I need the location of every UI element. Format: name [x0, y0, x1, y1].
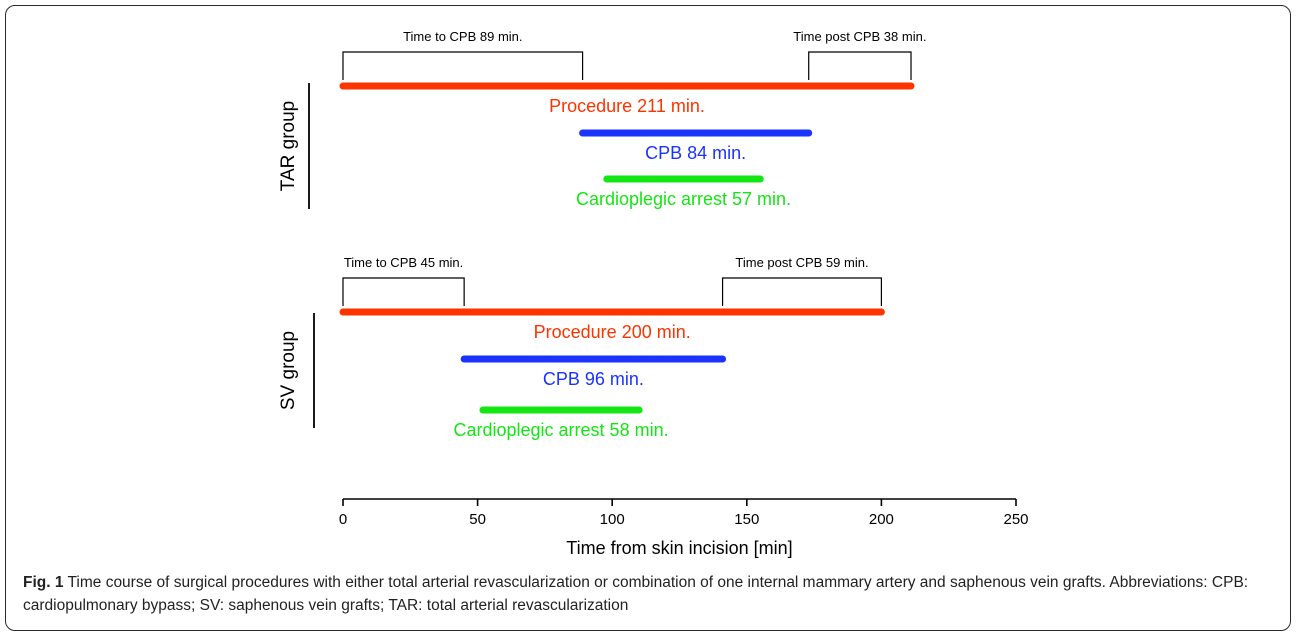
figure-label: Fig. 1 — [23, 574, 64, 591]
duration-bracket — [342, 51, 584, 80]
x-tick-label: 0 — [339, 511, 347, 528]
x-tick-label: 100 — [600, 511, 625, 528]
bar-label: CPB 84 min. — [645, 143, 746, 163]
figure-frame: 0 50 100 150 200 250 Time from skin incision [… — [5, 5, 1291, 631]
x-tick-label: 50 — [469, 511, 486, 528]
bracket-label: Time post CPB 38 min. — [793, 29, 926, 44]
timeline-chart: 0 50 100 150 200 250 Time from skin incision [… — [278, 29, 1029, 558]
x-tick-label: 150 — [734, 511, 759, 528]
x-tick-label: 200 — [869, 511, 894, 528]
x-tick-label: 250 — [1003, 511, 1028, 528]
group-label: SV group — [278, 331, 299, 410]
duration-bracket — [721, 277, 882, 306]
bracket-label: Time to CPB 89 min. — [403, 29, 522, 44]
duration-bracket — [342, 277, 465, 306]
bracket-label: Time post CPB 59 min. — [735, 255, 868, 270]
bracket-label: Time to CPB 45 min. — [344, 255, 463, 270]
bar-label: Procedure 200 min. — [534, 322, 691, 342]
bar-label: Procedure 211 min. — [549, 96, 705, 116]
duration-bracket — [808, 51, 912, 80]
figure-caption: Fig. 1 Time course of surgical procedure… — [23, 571, 1273, 617]
group-label: TAR group — [278, 101, 299, 191]
bar-label: Cardioplegic arrest 57 min. — [576, 189, 791, 209]
bar-label: CPB 96 min. — [543, 369, 644, 389]
bar-label: Cardioplegic arrest 58 min. — [453, 420, 668, 440]
x-axis-label: Time from skin incision [min] — [566, 538, 792, 558]
caption-text: Time course of surgical procedures with … — [23, 574, 1249, 614]
